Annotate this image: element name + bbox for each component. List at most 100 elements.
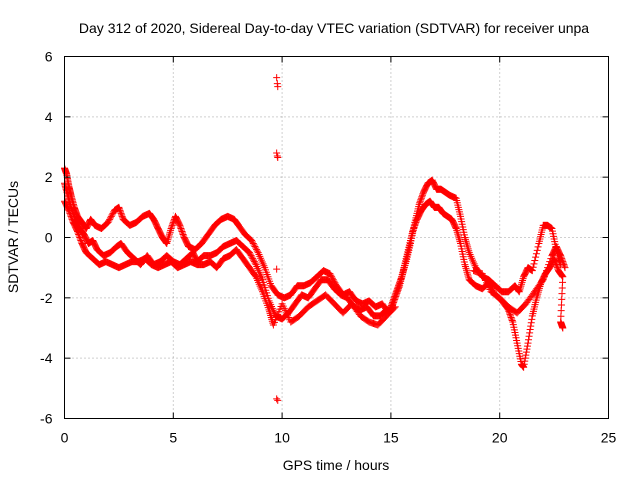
data-point <box>273 149 281 157</box>
data-point <box>178 227 186 235</box>
data-point <box>115 203 123 211</box>
data-point <box>410 224 418 232</box>
data-point <box>326 270 334 278</box>
data-point <box>168 221 176 229</box>
data-point <box>464 270 472 278</box>
data-point <box>251 259 259 267</box>
data-point <box>328 273 336 281</box>
data-point <box>521 354 529 362</box>
data-point <box>248 253 256 261</box>
data-point <box>518 278 526 286</box>
series-track-c <box>61 197 569 329</box>
data-point <box>526 329 534 337</box>
data-point <box>527 322 535 330</box>
x-tick-label: 5 <box>169 430 177 446</box>
y-tick-label: 2 <box>45 169 53 185</box>
data-point <box>532 250 540 258</box>
data-point <box>108 211 116 219</box>
x-tick-label: 20 <box>492 430 508 446</box>
data-point <box>273 265 281 273</box>
data-point <box>412 218 420 226</box>
data-point <box>74 229 82 237</box>
data-point <box>560 262 568 270</box>
data-point <box>558 255 566 263</box>
data-point <box>116 206 124 214</box>
data-point <box>166 228 174 236</box>
data-point <box>560 261 568 269</box>
data-point <box>327 271 335 279</box>
data-point <box>415 200 423 208</box>
grid <box>64 56 609 419</box>
data-point <box>411 221 419 229</box>
data-point <box>455 234 463 242</box>
data-point <box>391 303 399 311</box>
data-point <box>416 197 424 205</box>
data-point <box>533 246 541 254</box>
data-point <box>274 154 282 162</box>
data-point <box>394 286 402 294</box>
data-point <box>411 220 419 228</box>
data-point <box>507 313 515 321</box>
data-point <box>179 230 187 238</box>
data-point <box>165 232 173 240</box>
data-point <box>522 348 530 356</box>
data-point <box>453 228 461 236</box>
data-point <box>528 315 536 323</box>
data-point <box>558 272 566 280</box>
data-point <box>395 283 403 291</box>
data-point <box>464 245 472 253</box>
data-point <box>463 241 471 249</box>
data-point <box>274 396 282 404</box>
data-point <box>393 289 401 297</box>
y-tick-label: -4 <box>40 350 53 366</box>
data-point <box>526 326 534 334</box>
data-point <box>66 211 74 219</box>
data-point <box>454 232 462 240</box>
data-point <box>65 208 73 216</box>
data-point <box>551 256 559 264</box>
data-point <box>390 297 398 305</box>
data-point <box>508 316 516 324</box>
data-point <box>250 256 258 264</box>
data-point <box>507 312 515 320</box>
data-point <box>248 237 256 245</box>
data-point <box>74 227 82 235</box>
y-tick-label: 4 <box>45 109 53 125</box>
x-tick-label: 25 <box>601 430 617 446</box>
data-point <box>106 215 114 223</box>
data-point <box>107 212 115 220</box>
data-point <box>393 288 401 296</box>
data-point <box>547 255 555 263</box>
data-point <box>523 342 531 350</box>
data-point <box>392 292 400 300</box>
data-point <box>461 263 469 271</box>
data-point <box>169 220 177 228</box>
data-point <box>464 243 472 251</box>
data-point <box>250 241 258 249</box>
data-point <box>118 212 126 220</box>
data-point <box>104 218 112 226</box>
data-point <box>68 214 76 222</box>
data-point <box>463 239 471 247</box>
data-point <box>558 256 566 264</box>
data-point <box>251 272 259 280</box>
data-point <box>417 194 425 202</box>
data-point <box>506 310 514 318</box>
data-point <box>541 270 549 278</box>
x-tick-label: 10 <box>274 430 290 446</box>
data-point <box>246 250 254 258</box>
data-point <box>417 196 425 204</box>
series-outliers <box>273 74 282 404</box>
data-point <box>528 267 536 275</box>
data-point <box>521 357 529 365</box>
data-point <box>527 319 535 327</box>
data-point <box>529 263 537 271</box>
data-point <box>520 360 528 368</box>
data-point <box>539 276 547 284</box>
data-point <box>117 208 125 216</box>
y-tick-label: -6 <box>40 411 53 427</box>
data-point <box>391 295 399 303</box>
data-point <box>524 339 532 347</box>
series-track-a <box>61 164 565 317</box>
